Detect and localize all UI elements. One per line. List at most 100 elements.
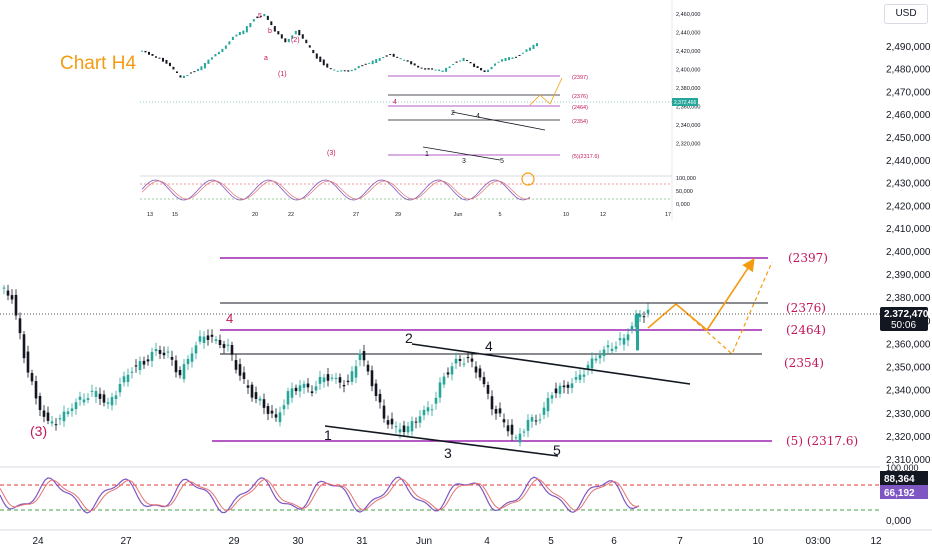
candle-body xyxy=(550,395,554,399)
time-tick: 12 xyxy=(870,536,882,547)
candle-body xyxy=(162,352,166,356)
inset-candle xyxy=(266,15,269,20)
inset-candle xyxy=(515,56,518,58)
candle-body xyxy=(74,402,78,410)
inset-candle xyxy=(371,60,374,65)
main-levels: (2397) (2376) (2464) (2354) (5) (2317.6) xyxy=(212,251,858,448)
inset-candle xyxy=(315,53,318,59)
inset-candle xyxy=(165,59,168,64)
inset-candle xyxy=(238,31,241,36)
inset-candle xyxy=(375,59,378,64)
candle-body xyxy=(590,358,594,369)
inset-last-price-box xyxy=(672,98,698,106)
wave-labels: (3) 4 1 2 3 4 5 xyxy=(30,311,561,461)
candle-body xyxy=(586,364,590,370)
inset-candle xyxy=(343,70,346,72)
inset-osc-tick: 50,000 xyxy=(676,189,693,195)
time-axis: 24 27 29 30 31 Jun 4 5 6 7 10 03:00 12 xyxy=(0,529,932,547)
candle-body xyxy=(482,377,486,385)
inset-level-label: (2376) xyxy=(572,94,588,100)
price-tick: 2,480,000 xyxy=(886,65,931,76)
inset-candle xyxy=(256,16,259,19)
inset-candle xyxy=(466,60,469,62)
candle-body xyxy=(274,414,278,418)
inset-wave-label: (2) xyxy=(291,37,300,44)
inset-candle xyxy=(462,57,465,62)
inset-candle xyxy=(141,50,143,52)
price-tick: 2,460,000 xyxy=(886,110,931,121)
candle-body xyxy=(430,409,434,411)
inset-candle xyxy=(354,68,357,71)
candle-body xyxy=(118,384,122,393)
candle-body xyxy=(22,334,26,359)
inset-candle xyxy=(396,56,399,58)
inset-candle xyxy=(518,54,521,56)
inset-candle xyxy=(459,60,462,62)
time-tick: 10 xyxy=(752,536,764,547)
candle-body xyxy=(458,358,462,361)
inset-candle xyxy=(350,69,353,72)
candle-body xyxy=(438,382,442,398)
inset-time-tick: 20 xyxy=(252,212,258,218)
candle-body xyxy=(194,345,198,354)
time-tick: 6 xyxy=(611,536,617,547)
candle-body xyxy=(486,384,490,394)
candle-body xyxy=(242,372,246,379)
candle-body xyxy=(66,411,70,415)
candle-body xyxy=(102,394,106,403)
time-tick: 31 xyxy=(356,536,368,547)
candle-body xyxy=(130,371,134,373)
inset-candle xyxy=(525,49,528,52)
inset-candle xyxy=(361,65,364,67)
candle-body xyxy=(70,408,74,412)
inset-wave-label: 3 xyxy=(462,158,466,165)
inset-candle xyxy=(368,62,371,64)
inset-wave-label: 5 xyxy=(500,158,504,165)
inset-candle xyxy=(259,16,262,18)
candle-body xyxy=(18,318,22,334)
wave-label: 1 xyxy=(324,427,332,443)
candle-body xyxy=(636,313,639,351)
inset-candle xyxy=(473,63,476,67)
candle-body xyxy=(378,393,382,403)
inset-candle xyxy=(399,58,402,60)
inset-candle xyxy=(200,66,203,71)
time-tick: 24 xyxy=(32,536,44,547)
candle-body xyxy=(442,376,446,385)
inset-candle xyxy=(476,66,479,68)
candle-body xyxy=(314,386,318,391)
price-tick: 2,400,000 xyxy=(886,247,931,258)
candle-body xyxy=(38,396,42,411)
inset-candle xyxy=(151,54,154,56)
osc-value1: 88,364 xyxy=(884,474,915,485)
candle-body xyxy=(478,368,482,378)
candle-body xyxy=(286,391,290,405)
candle-body xyxy=(362,351,366,361)
currency-button[interactable]: USD xyxy=(884,4,928,24)
price-tick: 2,470,000 xyxy=(886,87,931,98)
candle-body xyxy=(450,366,454,375)
inset-trend-lower xyxy=(422,146,501,161)
inset-candle xyxy=(417,65,420,68)
candle-body xyxy=(206,335,210,340)
candle-body xyxy=(622,338,626,345)
inset-candle xyxy=(147,51,150,55)
candle-body xyxy=(6,290,10,296)
candle-body xyxy=(198,336,202,342)
inset-candle xyxy=(175,71,178,74)
osc-d-line xyxy=(0,478,640,512)
candle-body xyxy=(466,357,470,359)
inset-osc-tick: 0,000 xyxy=(676,202,690,208)
inset-candle xyxy=(207,59,210,64)
projection-path xyxy=(647,257,755,332)
candle-body xyxy=(602,349,606,357)
candle-body xyxy=(82,399,86,403)
inset-price-tick: 2,320,000 xyxy=(676,142,700,148)
candle-body xyxy=(342,385,346,387)
inset-candle xyxy=(312,49,315,54)
inset-osc-tick: 100,000 xyxy=(676,176,696,182)
inset-candle xyxy=(322,59,325,66)
candle-body xyxy=(326,374,330,381)
